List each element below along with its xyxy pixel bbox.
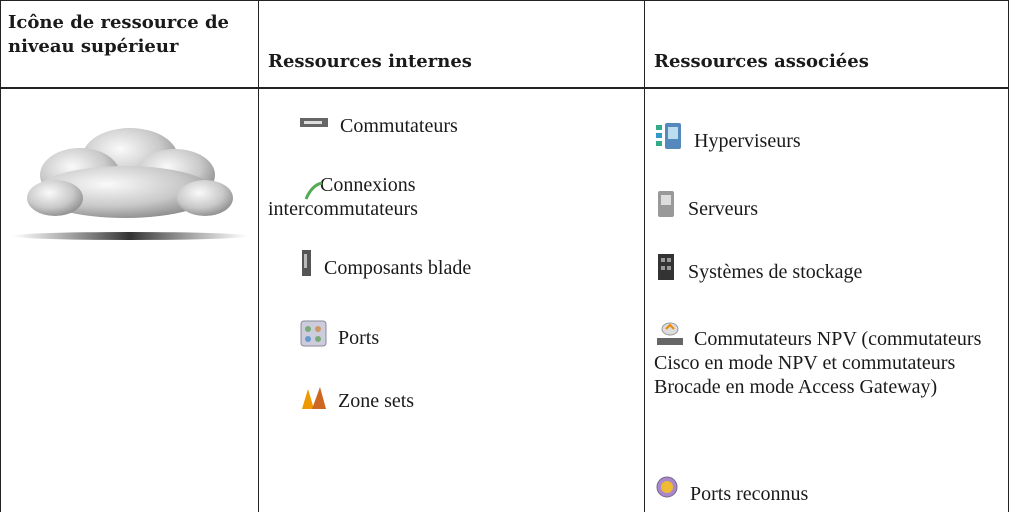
header-cell: Ressources associées	[654, 51, 869, 72]
zone-icon	[302, 387, 326, 409]
border	[0, 0, 1009, 1]
server-icon	[658, 191, 674, 217]
associated-item: Hyperviseurs	[656, 123, 801, 153]
link-icon	[304, 181, 323, 200]
border	[0, 0, 1, 512]
cloud-icon	[12, 128, 248, 240]
hypervisor-icon	[656, 123, 681, 149]
item-text: Composants blade	[324, 257, 472, 279]
storage-icon	[658, 254, 674, 280]
item-text: Systèmes de stockage	[688, 261, 863, 283]
item-text: Hyperviseurs	[694, 130, 801, 152]
header-rule	[0, 87, 1009, 89]
header-cell: Icône de ressource de niveau supérieur	[8, 12, 229, 57]
switch-icon	[300, 118, 328, 127]
blade-icon	[302, 250, 311, 276]
associated-item: Systèmes de stockage	[656, 254, 863, 284]
item-text: Ports reconnus	[690, 483, 809, 505]
item-text: Connexions intercommutateurs	[268, 174, 418, 220]
unknown-icon	[656, 476, 678, 498]
item-text: Serveurs	[688, 198, 758, 220]
item-text: Ports	[338, 327, 380, 349]
item-text: Commutateurs NPV (commutateurs Cisco en …	[654, 328, 982, 398]
associated-item: Commutateurs NPV (commutateurs Cisco en …	[654, 322, 1006, 399]
internal-item: Ports	[300, 320, 380, 350]
internal-item: Commutateurs	[300, 114, 458, 138]
item-text: Zone sets	[338, 390, 415, 412]
item-text: Commutateurs	[340, 115, 458, 137]
ports-icon	[300, 320, 327, 347]
npv-icon	[657, 322, 683, 345]
internal-item: Zone sets	[300, 387, 415, 413]
associated-item: Ports reconnus	[656, 476, 809, 506]
internal-item: Composants blade	[300, 250, 472, 280]
border	[258, 0, 259, 512]
associated-item: Serveurs	[656, 191, 758, 221]
header-cell: Ressources internes	[268, 51, 472, 72]
internal-item: Connexions intercommutateurs	[268, 173, 498, 221]
border	[644, 0, 645, 512]
